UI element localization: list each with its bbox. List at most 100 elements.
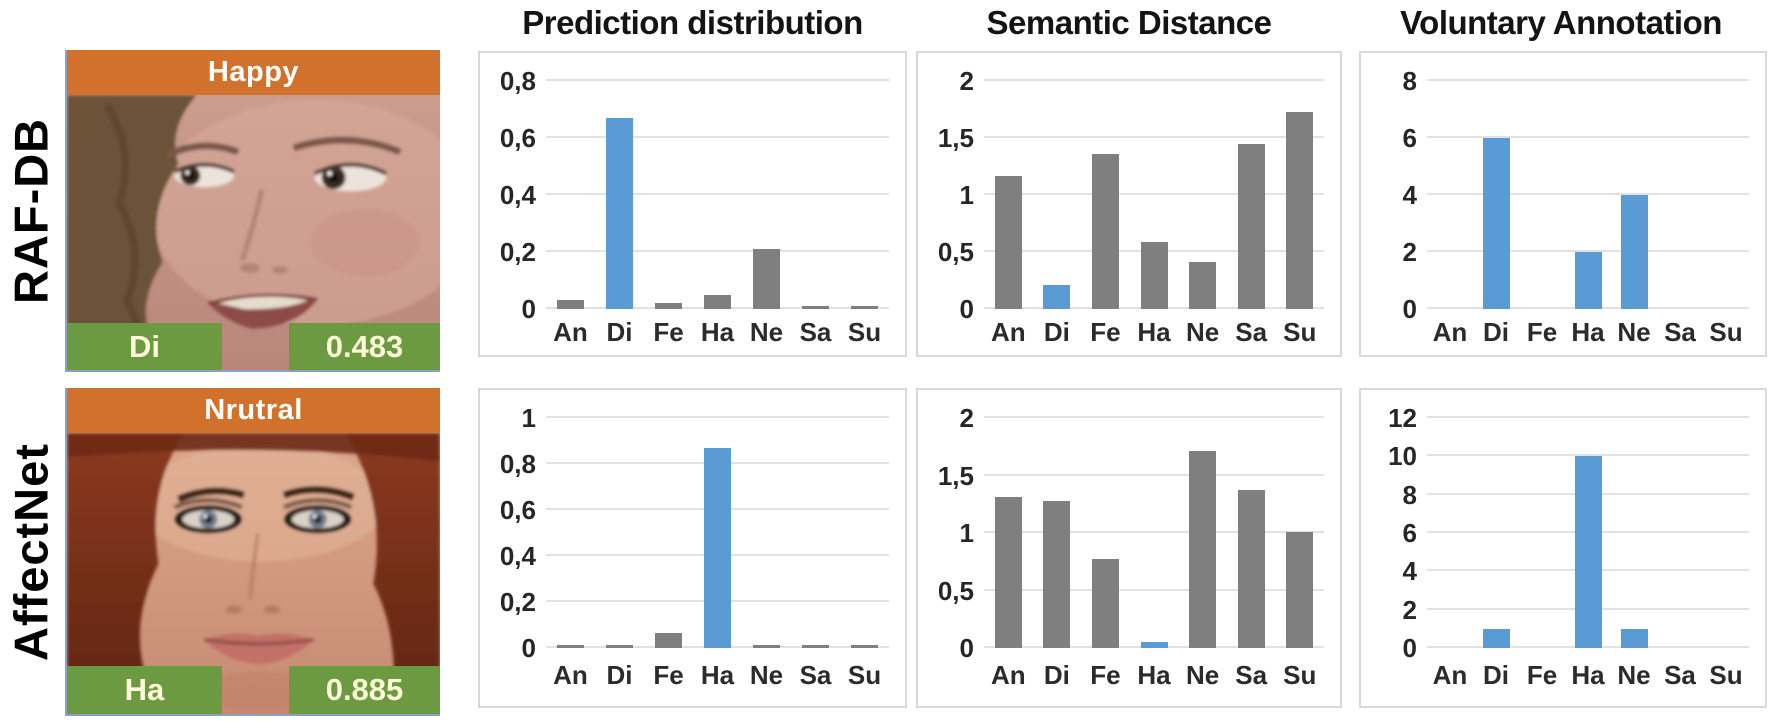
- bar-slot: [1033, 418, 1082, 648]
- gridline: [1427, 193, 1749, 195]
- bar-Ne: [1620, 628, 1648, 648]
- predicted-label-badge: Ha: [67, 666, 222, 714]
- x-tick-label: Sa: [799, 660, 832, 690]
- bar-slot: [1130, 81, 1179, 309]
- face-card-rafdb: Happy: [65, 50, 440, 372]
- bar-slot: [1565, 418, 1611, 648]
- y-axis-labels: 0,8 0,6 0,4 0,2 0: [480, 68, 536, 322]
- face-photo-rafdb: [67, 95, 440, 370]
- y-tick-label: 0,8: [499, 66, 536, 96]
- y-tick-label: 8: [1402, 479, 1417, 510]
- bar-Di: [1482, 138, 1510, 309]
- bar-An: [557, 645, 584, 648]
- x-tick-label: Sa: [1235, 317, 1268, 347]
- bar-Sa: [1237, 490, 1265, 648]
- x-tick-label: Su: [1709, 317, 1743, 347]
- x-tick-label: Sa: [799, 317, 832, 347]
- column-title-voluntary-annotation: Voluntary Annotation: [1400, 4, 1722, 41]
- y-tick-label: 1: [521, 403, 536, 433]
- bar-Di: [606, 645, 633, 648]
- column-title-semantic-distance: Semantic Distance: [986, 4, 1272, 41]
- bar-Fe: [655, 633, 682, 648]
- bar-slot: [742, 418, 791, 648]
- y-tick-label: 1: [959, 180, 974, 210]
- bar-slot: [984, 418, 1033, 648]
- bar-Su: [851, 644, 878, 648]
- bar-slot: [742, 81, 791, 309]
- x-tick-label: Ha: [1571, 660, 1605, 690]
- bar-slot: [1703, 418, 1749, 648]
- x-tick-label: Fe: [1090, 660, 1121, 690]
- bar-Ha: [1574, 252, 1602, 309]
- y-tick-label: 2: [1402, 237, 1417, 267]
- bar-slot: [1275, 418, 1324, 648]
- gridline: [1427, 136, 1749, 138]
- chart-affectnet-prediction-distribution: 1 0,8 0,6 0,4 0,2 0 An Di Fe Ha Ne Sa Su: [478, 388, 907, 708]
- x-tick-label: Su: [1709, 660, 1743, 690]
- bar-Sa: [802, 306, 829, 309]
- bars-layer: [546, 81, 889, 309]
- y-tick-label: 0: [1402, 633, 1417, 663]
- y-tick-label: 0,5: [937, 237, 974, 267]
- x-tick-label: Ne: [749, 660, 784, 690]
- x-tick-label: An: [990, 317, 1026, 347]
- column-title-prediction-distribution: Prediction distribution: [522, 4, 863, 41]
- y-tick-label: 8: [1402, 66, 1417, 96]
- y-tick-label: 0,8: [499, 449, 536, 479]
- bar-slot: [1275, 81, 1324, 309]
- gridline: [546, 79, 889, 81]
- x-tick-label: Di: [1483, 660, 1509, 690]
- dataset-label-affectnet: AffectNet: [4, 443, 58, 661]
- chart-rafdb-semantic-distance: 2 1,5 1 0,5 0 An Di Fe Ha Ne Sa Su: [916, 51, 1342, 357]
- bar-Ne: [1189, 451, 1217, 648]
- bar-Ne: [1189, 262, 1217, 309]
- ground-truth-banner: Happy: [67, 50, 440, 95]
- y-axis-labels: 2 1,5 1 0,5 0: [918, 68, 974, 322]
- bar-An: [994, 175, 1022, 309]
- bar-slot: [984, 81, 1033, 309]
- gridline: [984, 79, 1324, 81]
- bar-slot: [644, 81, 693, 309]
- x-tick-label: Fe: [653, 317, 684, 347]
- bar-slot: [546, 418, 595, 648]
- bar-slot: [595, 81, 644, 309]
- y-tick-label: 0,4: [499, 180, 536, 210]
- x-tick-label: Fe: [1526, 317, 1558, 347]
- chart-rafdb-voluntary-annotation: 8 6 4 2 0 An Di Fe Ha Ne Sa Su: [1359, 51, 1767, 357]
- bar-slot: [791, 418, 840, 648]
- gridline: [1427, 454, 1749, 457]
- y-tick-label: 1,5: [937, 460, 974, 491]
- x-tick-label: Ne: [749, 317, 784, 347]
- face-card-affectnet: Nrutral: [65, 388, 440, 716]
- y-tick-label: 2: [1402, 594, 1417, 625]
- bar-slot: [1081, 418, 1130, 648]
- bar-Ha: [1140, 642, 1168, 648]
- bar-Su: [851, 306, 878, 309]
- gridline: [1427, 79, 1749, 81]
- plot-area: [984, 416, 1324, 648]
- bar-Ha: [1574, 456, 1602, 648]
- y-axis-labels: 8 6 4 2 0: [1361, 68, 1417, 322]
- plot-area: [1427, 79, 1749, 309]
- x-axis-labels: An Di Fe Ha Ne Sa Su: [1427, 660, 1749, 690]
- x-tick-label: Ha: [700, 317, 735, 347]
- gridline: [984, 416, 1324, 418]
- y-tick-label: 0: [521, 633, 536, 663]
- x-tick-label: Ha: [700, 660, 735, 690]
- x-tick-label: Su: [847, 317, 882, 347]
- bar-Ha: [704, 447, 731, 648]
- bar-slot: [1178, 418, 1227, 648]
- y-axis-labels: 12 10 8 6 4 2 0: [1361, 405, 1417, 661]
- bar-Ne: [753, 249, 780, 309]
- bars-layer: [1427, 418, 1749, 648]
- bar-Fe: [1091, 153, 1119, 309]
- bar-slot: [1227, 81, 1276, 309]
- bars-layer: [1427, 81, 1749, 309]
- plot-area: [1427, 416, 1749, 648]
- y-tick-label: 2: [959, 66, 974, 96]
- bar-slot: [1657, 418, 1703, 648]
- bar-slot: [1565, 81, 1611, 309]
- x-tick-label: Di: [606, 660, 633, 690]
- bar-Su: [1286, 531, 1314, 648]
